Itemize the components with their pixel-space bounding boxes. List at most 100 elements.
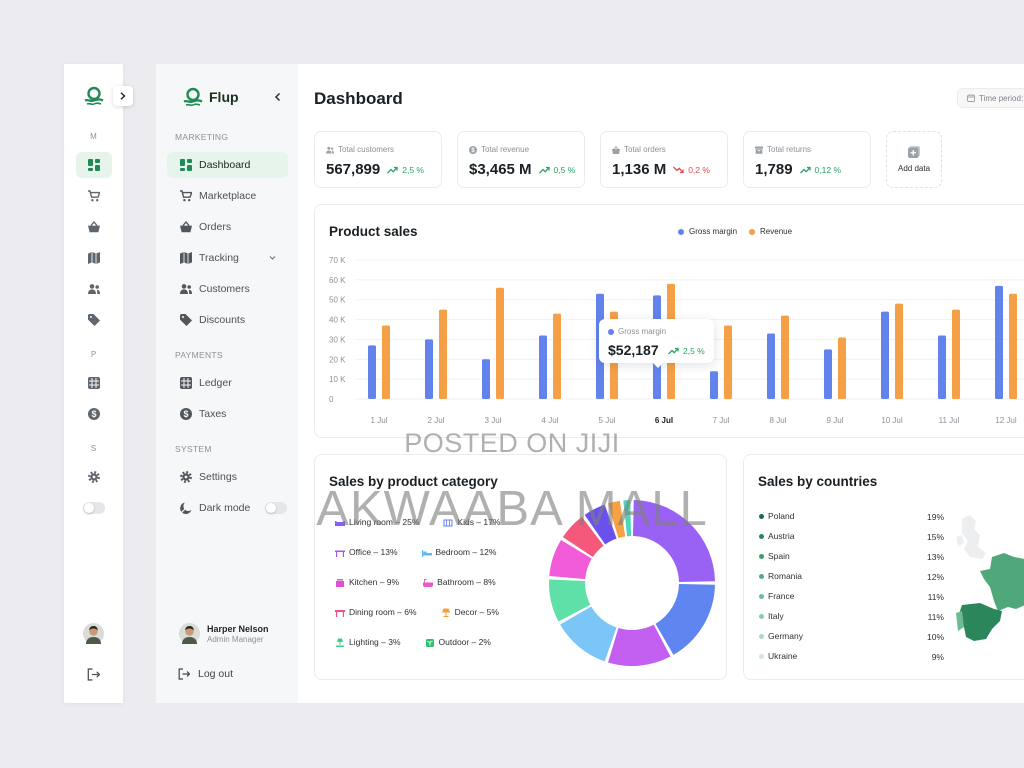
sidebar-item-marketplace[interactable]: Marketplace — [167, 183, 288, 209]
donut-segment-bathroom — [549, 540, 592, 580]
country-row-poland[interactable]: Poland 19% — [758, 506, 948, 526]
x-tick-label: 2 Jul — [428, 416, 445, 425]
user-role: Admin Manager — [207, 635, 264, 644]
donut-segment-decor — [584, 504, 617, 545]
category-legend-item-lighting[interactable]: Lighting – 3% — [335, 635, 401, 649]
kpi-label-text: Total orders — [624, 145, 666, 154]
donut-segment-kids — [655, 583, 715, 655]
category-legend-item-dining-room[interactable]: Dining room – 6% — [335, 605, 417, 619]
toggle-switch[interactable] — [82, 502, 105, 514]
category-legend-item-living-room[interactable]: Living room – 25% — [335, 515, 419, 529]
kpi-card-total-orders[interactable]: Total orders 1,136 M 0,2 % — [600, 131, 728, 188]
dining-icon — [335, 608, 345, 617]
sidebar-item-customers[interactable]: Customers — [167, 276, 288, 302]
sidebar-item-dashboard[interactable]: Dashboard — [167, 152, 288, 178]
category-legend-item-kids[interactable]: Kids – 17% — [443, 515, 500, 529]
legend-item-revenue[interactable]: Revenue — [749, 227, 792, 236]
kpi-value: 1,789 — [755, 161, 793, 178]
country-name: Romania — [768, 571, 803, 581]
rail-item-marketplace[interactable] — [76, 183, 112, 209]
chevron-down-icon[interactable] — [269, 255, 276, 261]
add-data-label: Add data — [897, 164, 931, 173]
country-color-dot — [759, 653, 764, 659]
moon-icon — [180, 502, 192, 514]
category-legend-item-bathroom[interactable]: Bathroom – 8% — [423, 575, 496, 589]
sidebar-item-discounts[interactable]: Discounts — [167, 307, 288, 333]
sidebar-item-ledger[interactable]: Ledger — [167, 370, 288, 396]
card-title: Sales by countries — [758, 474, 878, 489]
logout-button[interactable]: Log out — [178, 666, 233, 682]
kpi-card-total-returns[interactable]: Total returns 1,789 0,12 % — [743, 131, 871, 188]
sidebar-item-settings[interactable]: Settings — [167, 464, 288, 490]
kpi-trend: 2,5 % — [387, 165, 424, 175]
bar-gross-margin — [995, 285, 1003, 399]
legend-item-gross-margin[interactable]: Gross margin — [678, 227, 737, 236]
sidebar-item-label: Marketplace — [199, 190, 257, 202]
sidebar-item-dark-mode[interactable]: Dark mode — [167, 495, 288, 521]
category-legend-label: Bedroom – 12% — [435, 547, 497, 557]
country-color-dot — [759, 513, 764, 519]
sidebar-item-orders[interactable]: Orders — [167, 214, 288, 240]
country-row-romania[interactable]: Romania 12% — [758, 566, 948, 586]
user-profile[interactable]: Harper Nelson Admin Manager — [179, 623, 294, 647]
collapse-sidebar-button[interactable] — [273, 91, 283, 103]
ledger-icon — [180, 377, 192, 389]
bar-revenue — [781, 315, 789, 399]
category-legend-item-kitchen[interactable]: Kitchen – 9% — [335, 575, 399, 589]
tooltip-value: $52,187 — [608, 342, 659, 358]
kpi-value: 567,899 — [326, 161, 381, 178]
kpi-card-total-customers[interactable]: Total customers 567,899 2,5 % — [314, 131, 442, 188]
sidebar-item-tracking[interactable]: Tracking — [167, 245, 288, 271]
customers-icon — [180, 283, 192, 295]
plus-square-icon — [908, 146, 920, 158]
country-row-spain[interactable]: Spain 13% — [758, 546, 948, 566]
sofa-icon — [335, 518, 345, 527]
category-legend-item-decor[interactable]: Decor – 5% — [441, 605, 499, 619]
rail-dark-mode-toggle[interactable] — [76, 495, 112, 521]
ledger-icon — [87, 377, 100, 389]
rail-item-taxes[interactable]: $ — [76, 401, 112, 427]
category-legend-label: Outdoor – 2% — [438, 637, 491, 647]
dark-mode-toggle[interactable] — [265, 502, 287, 514]
rail-item-ledger[interactable] — [76, 370, 112, 396]
sidebar-item-taxes[interactable]: $ Taxes — [167, 401, 288, 427]
rail-item-customers[interactable] — [76, 276, 112, 302]
rail-item-tracking[interactable] — [76, 245, 112, 271]
logout-icon[interactable] — [87, 668, 100, 681]
kpi-change: 0,5 % — [553, 164, 576, 175]
country-row-austria[interactable]: Austria 15% — [758, 526, 948, 546]
y-tick-label: 60 K — [329, 276, 346, 285]
category-donut-chart — [549, 500, 715, 666]
rail-item-orders[interactable] — [76, 214, 112, 240]
x-tick-label: 5 Jul — [599, 416, 616, 425]
rail-item-settings[interactable] — [76, 464, 112, 490]
country-row-germany[interactable]: Germany 10% — [758, 626, 948, 646]
country-percentage: 11% — [927, 612, 944, 622]
kpi-label: Total customers — [326, 145, 394, 154]
donut-segment-dining-room — [562, 516, 604, 557]
country-row-france[interactable]: France 11% — [758, 586, 948, 606]
x-tick-label: 11 Jul — [939, 416, 960, 425]
bar-gross-margin — [710, 371, 718, 399]
rail-item-discounts[interactable] — [76, 307, 112, 333]
bathtub-icon — [423, 578, 434, 587]
kpi-card-total-revenue[interactable]: $ Total revenue $3,465 M 0,5 % — [457, 131, 585, 188]
svg-text:$: $ — [183, 409, 188, 419]
expand-rail-button[interactable] — [113, 86, 133, 106]
category-legend-item-bedroom[interactable]: Bedroom – 12% — [421, 545, 497, 559]
kpi-value: 1,136 M — [612, 161, 667, 178]
rail-item-dashboard[interactable] — [75, 152, 112, 178]
category-legend-row: Office – 13% Bedroom – 12% — [335, 545, 500, 559]
category-legend-item-outdoor[interactable]: Outdoor – 2% — [425, 635, 491, 649]
time-period-button[interactable]: Time period: — [957, 88, 1024, 108]
country-row-ukraine[interactable]: Ukraine 9% — [758, 646, 948, 666]
avatar[interactable] — [83, 623, 104, 644]
add-data-button[interactable]: Add data — [886, 131, 942, 188]
logo-icon[interactable] — [183, 87, 203, 107]
country-row-italy[interactable]: Italy 11% — [758, 606, 948, 626]
country-name: Italy — [768, 611, 784, 621]
country-name: Poland — [768, 511, 795, 521]
category-legend-label: Kitchen – 9% — [349, 577, 400, 587]
category-legend-item-office[interactable]: Office – 13% — [335, 545, 398, 559]
logo-icon[interactable] — [84, 86, 104, 106]
